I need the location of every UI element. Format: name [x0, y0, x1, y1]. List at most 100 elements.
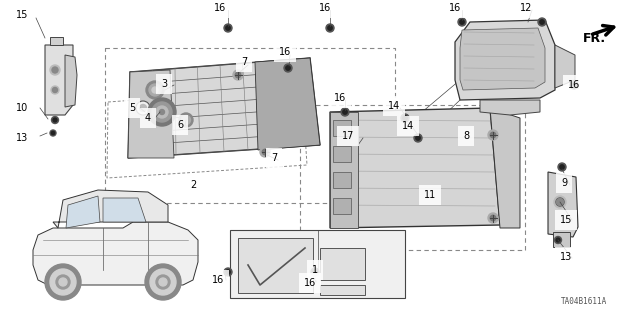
Text: 11: 11: [424, 190, 436, 200]
Circle shape: [224, 24, 232, 32]
Circle shape: [311, 268, 319, 276]
Circle shape: [152, 102, 172, 122]
Bar: [333, 198, 351, 214]
Circle shape: [45, 264, 81, 300]
Polygon shape: [45, 45, 73, 115]
Text: 2: 2: [190, 180, 196, 190]
Circle shape: [179, 113, 193, 127]
Circle shape: [156, 275, 170, 289]
Text: 1: 1: [312, 265, 318, 275]
Circle shape: [51, 86, 59, 94]
Circle shape: [401, 114, 409, 122]
Bar: [320, 285, 365, 295]
Circle shape: [148, 98, 176, 126]
Circle shape: [51, 116, 58, 123]
Circle shape: [159, 278, 167, 286]
Circle shape: [51, 131, 54, 135]
Bar: [230, 230, 405, 298]
Circle shape: [572, 83, 576, 87]
Circle shape: [50, 65, 60, 75]
Text: 3: 3: [161, 79, 167, 89]
Text: 5: 5: [129, 103, 135, 113]
Circle shape: [488, 130, 498, 140]
Text: 9: 9: [561, 178, 567, 188]
Circle shape: [570, 81, 578, 89]
Circle shape: [145, 264, 181, 300]
Polygon shape: [490, 108, 520, 228]
Text: 16: 16: [568, 80, 580, 90]
Polygon shape: [53, 190, 168, 228]
Circle shape: [554, 236, 561, 243]
Text: 14: 14: [388, 101, 400, 111]
Circle shape: [50, 269, 76, 295]
Circle shape: [326, 24, 334, 32]
Circle shape: [556, 238, 560, 242]
Bar: [105, 48, 395, 203]
Circle shape: [490, 215, 496, 221]
Circle shape: [343, 110, 347, 114]
Polygon shape: [330, 108, 500, 228]
Polygon shape: [33, 222, 198, 285]
Circle shape: [488, 213, 498, 223]
Circle shape: [556, 198, 564, 206]
Text: FR.: FR.: [583, 32, 606, 44]
Polygon shape: [103, 198, 146, 222]
Polygon shape: [330, 112, 358, 228]
Circle shape: [149, 84, 161, 96]
Text: 15: 15: [560, 215, 572, 225]
Text: 16: 16: [212, 275, 224, 285]
Circle shape: [313, 270, 317, 274]
Circle shape: [460, 20, 464, 24]
Polygon shape: [128, 70, 174, 158]
Polygon shape: [480, 100, 540, 115]
Circle shape: [156, 106, 168, 118]
Polygon shape: [548, 172, 578, 237]
Circle shape: [403, 116, 407, 120]
Text: 7: 7: [271, 153, 277, 163]
Text: 8: 8: [463, 131, 469, 141]
Circle shape: [490, 132, 496, 138]
Polygon shape: [455, 20, 555, 100]
Circle shape: [414, 134, 422, 142]
Circle shape: [416, 136, 420, 140]
Circle shape: [236, 72, 241, 78]
Circle shape: [558, 163, 566, 171]
Text: 13: 13: [560, 252, 572, 262]
Text: 16: 16: [449, 3, 461, 13]
Circle shape: [146, 81, 164, 99]
Polygon shape: [128, 58, 320, 158]
Circle shape: [341, 108, 349, 116]
Circle shape: [226, 26, 230, 30]
Circle shape: [226, 270, 230, 274]
Text: 16: 16: [319, 3, 331, 13]
Text: 12: 12: [520, 3, 532, 13]
Text: 10: 10: [16, 103, 28, 113]
Text: 17: 17: [342, 131, 354, 141]
Circle shape: [554, 196, 566, 208]
Polygon shape: [50, 37, 63, 45]
Bar: [333, 172, 351, 188]
Circle shape: [52, 67, 58, 73]
Text: 15: 15: [16, 10, 28, 20]
Circle shape: [560, 165, 564, 169]
Text: TA04B1611A: TA04B1611A: [561, 298, 607, 307]
Polygon shape: [255, 58, 320, 150]
Polygon shape: [66, 196, 100, 228]
Circle shape: [286, 66, 290, 70]
Circle shape: [328, 26, 332, 30]
Circle shape: [53, 118, 57, 122]
Circle shape: [540, 20, 544, 24]
Text: 16: 16: [214, 3, 226, 13]
Circle shape: [182, 115, 191, 124]
Polygon shape: [65, 55, 77, 107]
Text: 16: 16: [304, 278, 316, 288]
Circle shape: [233, 70, 243, 80]
Polygon shape: [553, 232, 570, 247]
Bar: [320, 248, 365, 280]
Circle shape: [152, 87, 158, 93]
Bar: [333, 146, 351, 162]
Polygon shape: [460, 28, 545, 90]
Text: 13: 13: [16, 133, 28, 143]
Circle shape: [262, 149, 268, 155]
Text: 16: 16: [279, 47, 291, 57]
